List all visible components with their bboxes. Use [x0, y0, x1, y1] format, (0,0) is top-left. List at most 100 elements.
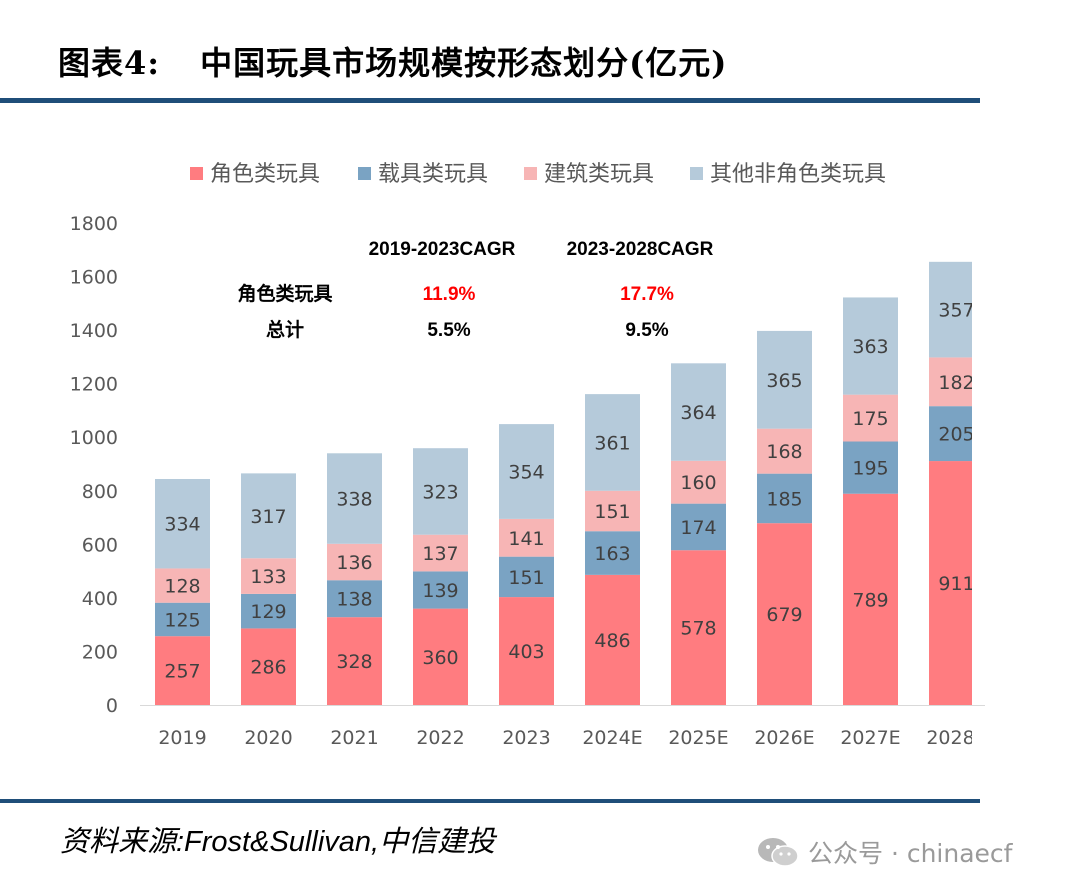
data-label: 334: [164, 514, 200, 536]
bar-segment: [327, 453, 382, 544]
data-label: 323: [422, 481, 458, 503]
legend-swatch: [358, 167, 371, 180]
data-label: 286: [250, 657, 286, 679]
bar-segment: [413, 448, 468, 535]
bar-segment: [327, 543, 382, 581]
data-label: 160: [680, 472, 716, 494]
data-label: 139: [422, 580, 458, 602]
x-tick-label: 2021: [330, 727, 378, 749]
data-label: 789: [852, 589, 888, 611]
bar-segment: [843, 493, 898, 705]
cagr-value: 5.5%: [427, 320, 470, 341]
data-label: 185: [766, 488, 802, 510]
bar-segment: [499, 424, 554, 519]
bar-segment: [155, 568, 210, 603]
bar-segment: [413, 571, 468, 609]
x-tick-label: 2024E: [582, 727, 642, 749]
data-label: 182: [938, 372, 974, 394]
data-label: 195: [852, 458, 888, 480]
data-label: 486: [594, 630, 630, 652]
cagr-row-label: 角色类玩具: [237, 282, 332, 305]
x-tick-label: 2020: [244, 727, 292, 749]
data-label: 364: [680, 402, 716, 424]
bar-segment: [843, 394, 898, 442]
data-label: 141: [508, 528, 544, 550]
bar-segment: [671, 363, 726, 461]
wechat-icon: [758, 838, 799, 867]
data-label: 205: [938, 424, 974, 446]
bar-segment: [757, 473, 812, 524]
bar-segment: [843, 297, 898, 395]
y-tick-label: 0: [106, 695, 118, 717]
data-label: 163: [594, 543, 630, 565]
y-tick-label: 400: [82, 588, 118, 610]
data-label: 363: [852, 336, 888, 358]
bar-segment: [585, 490, 640, 532]
x-tick-label: 2026E: [754, 727, 814, 749]
bar-segment: [671, 550, 726, 705]
bar-segment: [585, 394, 640, 491]
y-tick-label: 800: [82, 481, 118, 503]
bar-segment: [671, 503, 726, 551]
data-label: 175: [852, 408, 888, 430]
data-label: 578: [680, 618, 716, 640]
figure-number: 图表4:: [58, 44, 161, 82]
bottom-rule: [0, 799, 980, 803]
data-label: 151: [594, 501, 630, 523]
x-tick-label: 2022: [416, 727, 464, 749]
x-tick-label: 2027E: [840, 727, 900, 749]
bar-segment: [929, 406, 972, 462]
cagr-row-label: 总计: [266, 318, 304, 341]
bar-segment: [929, 261, 972, 358]
legend-label: 角色类玩具: [210, 162, 320, 187]
stacked-bar-chart: 0 200 400 600 800 1000 1200 1400 1600 1800 257 125 1…: [70, 162, 985, 749]
bar-segment: [327, 617, 382, 705]
data-label: 137: [422, 543, 458, 565]
figure-title: 图表4: 中国玩具市场规模按形态划分(亿元): [58, 38, 727, 84]
bar-segment: [585, 531, 640, 575]
data-label: 129: [250, 601, 286, 623]
bar-segment: [241, 593, 296, 629]
watermark: 公众号 · chinaecf: [756, 834, 1012, 870]
data-label: 133: [250, 566, 286, 588]
bar-segment: [929, 461, 972, 705]
bar-segment: [757, 330, 812, 429]
data-label: 317: [250, 506, 286, 528]
data-label: 361: [594, 432, 630, 454]
bar-segment: [499, 597, 554, 705]
data-label: 365: [766, 370, 802, 392]
data-label: 354: [508, 461, 544, 483]
data-label: 168: [766, 441, 802, 463]
data-label: 338: [336, 489, 372, 511]
bars-group: 257 125 128 334 2019 286 129 133 317 2020 328 138 13…: [155, 261, 974, 749]
bar-segment: [155, 478, 210, 569]
watermark-text: 公众号 · chinaecf: [808, 839, 1013, 868]
bar-segment: [585, 574, 640, 705]
y-tick-label: 1600: [70, 267, 118, 289]
bar-segment: [413, 608, 468, 705]
bar-segment: [929, 357, 972, 407]
bar-segment: [413, 534, 468, 572]
y-tick-label: 1000: [70, 427, 118, 449]
bar-segment: [499, 518, 554, 557]
x-tick-label: 2025E: [668, 727, 728, 749]
data-label: 360: [422, 647, 458, 669]
legend-swatch: [690, 167, 703, 180]
y-tick-label: 1400: [70, 320, 118, 342]
y-tick-label: 600: [82, 534, 118, 556]
bar-segment: [241, 473, 296, 559]
bar-segment: [757, 523, 812, 705]
cagr-value: 17.7%: [620, 284, 674, 305]
bar-segment: [155, 636, 210, 705]
cagr-value: 11.9%: [423, 284, 476, 305]
data-label: 257: [164, 661, 200, 683]
data-label: 128: [164, 576, 200, 598]
legend-label: 其他非角色类玩具: [710, 162, 886, 187]
x-tick-label: 2023: [502, 727, 550, 749]
data-label: 403: [508, 641, 544, 663]
source-note: 资料来源:Frost&Sullivan,中信建投: [60, 826, 496, 858]
bar-segment: [843, 441, 898, 494]
data-label: 679: [766, 604, 802, 626]
figure-title-text: 中国玩具市场规模按形态划分(亿元): [200, 44, 728, 82]
data-label: 357: [938, 300, 974, 322]
